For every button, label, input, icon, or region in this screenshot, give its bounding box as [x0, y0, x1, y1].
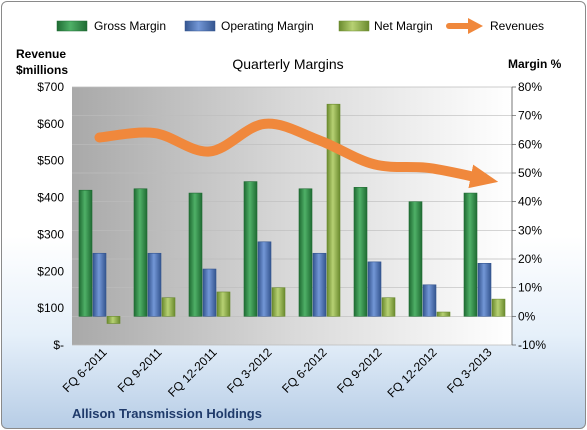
left-tick-label: $300: [37, 227, 64, 241]
legend-label-revenues: Revenues: [490, 19, 544, 33]
bar-operating-margin-6[interactable]: [367, 261, 382, 317]
left-tick-label: $-: [53, 338, 64, 352]
bars: [78, 103, 506, 324]
bar-net-margin-8[interactable]: [491, 298, 506, 317]
bar-gross-margin-5[interactable]: [298, 188, 313, 317]
right-tick-label: 0%: [518, 309, 536, 323]
footer-company-name: Allison Transmission Holdings: [72, 406, 262, 421]
right-tick-label: 40%: [518, 195, 542, 209]
category-label: FQ 9-2011: [115, 345, 165, 395]
right-axis-ticks: -10% 0% 10% 20% 30% 40% 50% 60% 70% 80%: [511, 80, 546, 352]
left-axis-ticks: $- $100 $200 $300 $400 $500 $600 $700: [37, 80, 64, 352]
category-label: FQ 12-2011: [165, 345, 220, 400]
legend-label-net-margin: Net Margin: [374, 19, 433, 33]
category-axis-labels: FQ 6-2011 FQ 9-2011 FQ 12-2011 FQ 3-2012 FQ …: [60, 345, 495, 400]
right-tick-label: 60%: [518, 137, 542, 151]
bar-gross-margin-8[interactable]: [463, 192, 478, 317]
bar-gross-margin-2[interactable]: [133, 188, 148, 317]
right-tick-label: 70%: [518, 109, 542, 123]
bar-gross-margin-4[interactable]: [243, 181, 258, 317]
bar-gross-margin-7[interactable]: [408, 201, 423, 317]
category-label: FQ 6-2011: [60, 345, 110, 395]
category-label: FQ 9-2012: [334, 345, 385, 396]
category-label: FQ 3-2013: [444, 345, 495, 396]
bar-operating-margin-3[interactable]: [202, 268, 217, 317]
left-tick-label: $700: [37, 80, 64, 94]
bar-net-margin-6[interactable]: [381, 297, 396, 317]
bar-net-margin-4[interactable]: [271, 287, 286, 317]
category-label: FQ 6-2012: [279, 345, 330, 396]
left-axis-label-line1: Revenue: [16, 47, 66, 61]
legend-item-operating-margin[interactable]: Operating Margin: [184, 19, 314, 33]
legend-arrow-revenues: [468, 18, 483, 34]
legend-item-net-margin[interactable]: Net Margin: [338, 19, 433, 33]
bar-operating-margin-5[interactable]: [312, 252, 327, 317]
bar-net-margin-7[interactable]: [436, 311, 451, 317]
bar-net-margin-5[interactable]: [326, 103, 341, 317]
left-tick-label: $400: [37, 191, 64, 205]
bar-operating-margin-7[interactable]: [422, 284, 437, 317]
revenue-line[interactable]: [94, 118, 499, 189]
right-tick-label: -10%: [518, 338, 546, 352]
legend-swatch-gross-margin: [56, 20, 88, 32]
left-tick-label: $500: [37, 154, 64, 168]
legend-swatch-operating-margin: [184, 20, 216, 32]
legend-item-revenues[interactable]: Revenues: [446, 18, 544, 34]
legend-label-gross-margin: Gross Margin: [94, 19, 166, 33]
bar-operating-margin-4[interactable]: [257, 241, 272, 317]
left-tick-label: $100: [37, 301, 64, 315]
left-axis-label-line2: $millions: [16, 63, 68, 77]
bar-net-margin-3[interactable]: [216, 291, 231, 317]
left-tick-label: $200: [37, 264, 64, 278]
left-tick-label: $600: [37, 117, 64, 131]
bar-net-margin-2[interactable]: [161, 297, 176, 317]
legend-item-gross-margin[interactable]: Gross Margin: [56, 19, 166, 33]
right-tick-label: 20%: [518, 252, 542, 266]
bar-operating-margin-8[interactable]: [477, 262, 492, 317]
bar-operating-margin-2[interactable]: [147, 252, 162, 317]
right-tick-label: 50%: [518, 166, 542, 180]
right-axis-label: Margin %: [508, 57, 562, 71]
right-tick-label: 10%: [518, 281, 542, 295]
legend-label-operating-margin: Operating Margin: [221, 19, 314, 33]
bar-operating-margin-1[interactable]: [92, 252, 107, 317]
right-tick-label: 80%: [518, 80, 542, 94]
bar-gross-margin-1[interactable]: [78, 189, 93, 317]
bar-gross-margin-3[interactable]: [188, 192, 203, 317]
legend-swatch-net-margin: [338, 20, 370, 32]
chart-title: Quarterly Margins: [232, 56, 343, 72]
bar-net-margin-1[interactable]: [106, 316, 121, 324]
category-label: FQ 3-2012: [224, 345, 275, 396]
legend: Gross Margin Operating Margin Net Margin…: [56, 18, 544, 34]
right-tick-label: 30%: [518, 223, 542, 237]
bar-gross-margin-6[interactable]: [353, 187, 368, 317]
category-label: FQ 12-2012: [384, 345, 439, 400]
